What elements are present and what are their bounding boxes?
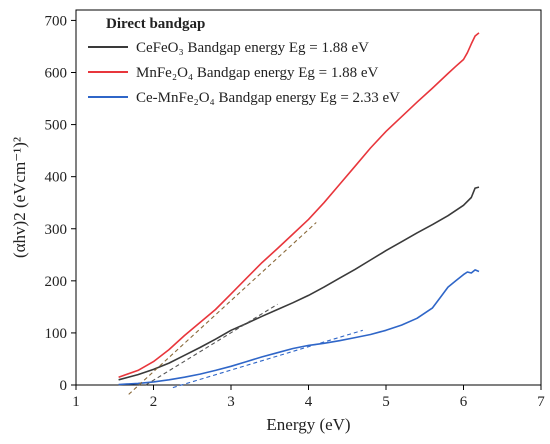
fit-lines-layer [128, 222, 363, 395]
x-tick-label: 1 [72, 394, 80, 410]
legend-label-2: MnFe₂O₄ Bandgap energy Eg = 1.88 eV [136, 65, 379, 81]
y-tick-label: 500 [45, 118, 68, 134]
legend-title: Direct bandgap [106, 16, 205, 32]
y-tick-label: 400 [45, 170, 68, 186]
legend-bandgap: Bandgap energy Eg = 2.33 eV [219, 90, 401, 106]
fit-line-2 [145, 303, 278, 386]
legend-bandgap: Bandgap energy Eg = 1.88 eV [187, 40, 369, 56]
fit-line-1 [128, 222, 317, 395]
x-tick-label: 2 [150, 394, 158, 410]
series-line-1 [118, 32, 480, 378]
series-line-3 [118, 269, 480, 386]
y-axis-title: (αhv)2 (eVcm⁻¹)² [10, 137, 29, 258]
x-tick-label: 7 [537, 394, 545, 410]
legend-label-3: Ce-MnFe₂O₄ Bandgap energy Eg = 2.33 eV [136, 90, 400, 106]
y-tick-label: 300 [45, 222, 68, 238]
legend-compound: CeFeO₃ [136, 40, 187, 56]
x-axis-ticks: 1 2 3 4 5 6 7 [72, 385, 545, 410]
y-tick-label: 100 [45, 326, 68, 342]
y-axis-ticks: 0 100 200 300 400 500 600 700 [45, 13, 76, 394]
x-tick-label: 6 [460, 394, 468, 410]
legend-bandgap: Bandgap energy Eg = 1.88 eV [197, 65, 379, 81]
y-tick-label: 200 [45, 274, 68, 290]
legend: Direct bandgap CeFeO₃ Bandgap energy Eg … [88, 16, 400, 106]
series-layer [118, 32, 480, 386]
series-line-2 [118, 186, 480, 381]
y-tick-label: 0 [60, 378, 68, 394]
legend-compound: Ce-MnFe₂O₄ [136, 90, 219, 106]
x-tick-label: 4 [305, 394, 313, 410]
legend-label-1: CeFeO₃ Bandgap energy Eg = 1.88 eV [136, 40, 369, 56]
x-tick-label: 5 [382, 394, 390, 410]
x-tick-label: 3 [227, 394, 235, 410]
legend-compound: MnFe₂O₄ [136, 65, 197, 81]
fit-line-3 [172, 329, 363, 389]
x-axis-title: Energy (eV) [266, 415, 350, 434]
y-tick-label: 600 [45, 66, 68, 82]
y-tick-label: 700 [45, 13, 68, 29]
